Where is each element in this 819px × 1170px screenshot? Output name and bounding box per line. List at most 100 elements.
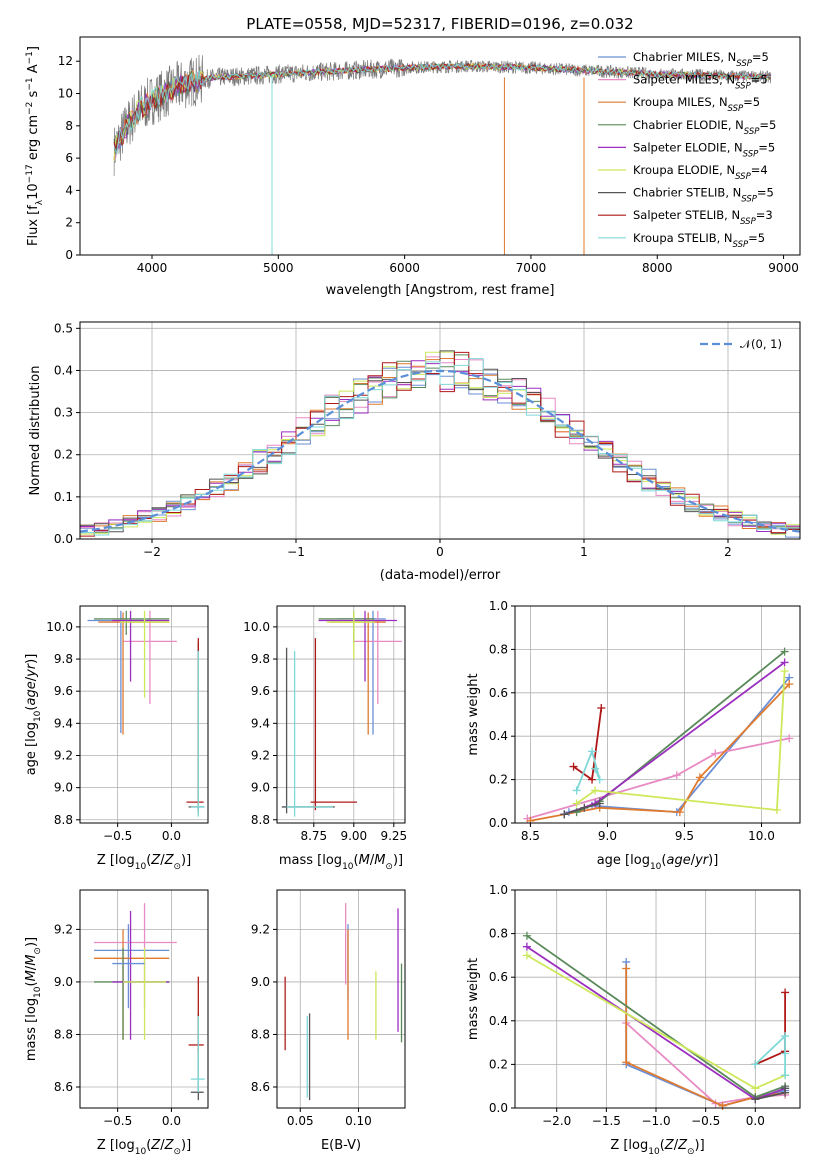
x-tick-label: 0 bbox=[436, 545, 444, 559]
x-tick-label: 5000 bbox=[263, 261, 294, 275]
axis-label-part: erg cm bbox=[26, 115, 41, 164]
weight-marker bbox=[695, 773, 704, 782]
axis-label-part: / bbox=[370, 853, 375, 868]
weight-marker bbox=[785, 734, 794, 743]
legend-main: Chabrier STELIB, N bbox=[633, 186, 741, 200]
x-tick-label: 7000 bbox=[516, 261, 547, 275]
axis-label-part: ⊙ bbox=[385, 862, 393, 872]
weight-marker bbox=[751, 1060, 760, 1069]
y-tick-label: 2 bbox=[65, 216, 73, 230]
y-tick-label: 0.3 bbox=[54, 406, 73, 420]
plot-area bbox=[522, 931, 790, 1110]
axis-label-part: ( bbox=[24, 981, 39, 986]
weight-marker bbox=[751, 1084, 760, 1093]
legend-tail: =5 bbox=[743, 95, 760, 109]
legend-entry: Kroupa MILES, NSSP=5 bbox=[633, 95, 760, 114]
x-tick-label: −0.5 bbox=[103, 829, 132, 843]
axis-label-part: )] bbox=[24, 654, 39, 664]
figure-title: PLATE=0558, MJD=52317, FIBERID=0196, z=0… bbox=[246, 15, 633, 33]
weight-marker bbox=[591, 786, 600, 795]
legend-sub: SSP bbox=[740, 217, 756, 227]
panel-mass_weight_vs_age: 8.5 9.0 9.5 10.0 0.0 0.2 0.4 0.6 0.8 1.0 age [log1… bbox=[466, 599, 801, 872]
legend-tail: =5 bbox=[752, 50, 769, 64]
axis-label-y-group: mass [log10(M/M⊙)] bbox=[24, 937, 43, 1061]
y-tick-label: 9.6 bbox=[54, 684, 73, 698]
axis-label-part: −2 bbox=[25, 102, 35, 115]
y-tick-label: 10.0 bbox=[243, 620, 270, 634]
x-tick-label: 10.0 bbox=[748, 829, 775, 843]
axes-frame bbox=[79, 605, 209, 824]
axis-label-y-group: Flux [fλ10−17 erg cm−2 s−1 A−1] bbox=[25, 46, 45, 246]
axis-label-part: M bbox=[24, 970, 39, 981]
y-tick-label: 8.6 bbox=[251, 1080, 270, 1094]
weight-marker bbox=[597, 703, 606, 712]
axis-label-part: M bbox=[374, 853, 385, 868]
y-tick-label: 0.0 bbox=[489, 1101, 508, 1115]
weight-marker bbox=[675, 808, 684, 817]
y-tick-label: 0.0 bbox=[54, 532, 73, 546]
weight-marker bbox=[569, 762, 578, 771]
weight-marker bbox=[560, 810, 569, 819]
axis-label-part: ⊙ bbox=[173, 1147, 181, 1157]
axes-frame bbox=[514, 889, 801, 1109]
axis-label-part: 10 bbox=[33, 986, 43, 998]
axis-label-part: M bbox=[24, 955, 39, 966]
axis-label-part: age bbox=[24, 681, 39, 705]
legend-entry: Salpeter MILES, NSSP=5 bbox=[633, 73, 768, 92]
legend-main: Salpeter STELIB, N bbox=[633, 208, 740, 222]
x-tick-label: 9.25 bbox=[380, 829, 407, 843]
y-tick-label: 9.8 bbox=[251, 652, 270, 666]
y-tick-label: 12 bbox=[58, 54, 73, 68]
axis-label-y: Normed distribution bbox=[28, 366, 43, 496]
axis-label-part: / bbox=[160, 853, 165, 868]
axis-label-part: Z bbox=[664, 1138, 675, 1153]
axis-label-y-group: age [log10(age/yr)] bbox=[24, 654, 43, 776]
legend-main: Kroupa MILES, N bbox=[633, 95, 728, 109]
legend-main: Salpeter ELODIE, N bbox=[633, 140, 743, 154]
weight-series-line bbox=[575, 748, 601, 791]
axis-label-part: Z bbox=[150, 1138, 161, 1153]
x-tick-label: −2.0 bbox=[542, 1114, 571, 1128]
axis-label-y: mass weight bbox=[466, 958, 481, 1040]
legend-main: Salpeter MILES, N bbox=[633, 73, 735, 87]
plot-area bbox=[284, 903, 403, 1101]
y-tick-label: 0.4 bbox=[489, 729, 508, 743]
legend-tail: =5 bbox=[748, 231, 765, 245]
axis-label-part: 10 bbox=[26, 183, 41, 200]
x-tick-label: 9000 bbox=[768, 261, 799, 275]
y-tick-label: 0.4 bbox=[54, 363, 73, 377]
weight-series-line bbox=[527, 737, 790, 820]
weight-marker bbox=[785, 680, 794, 689]
axis-label-part: / bbox=[691, 853, 696, 868]
legend-entry: Chabrier STELIB, NSSP=5 bbox=[633, 186, 774, 205]
x-tick-label: 4000 bbox=[137, 261, 168, 275]
plot-area bbox=[523, 647, 794, 825]
panels: 4000 5000 6000 7000 8000 9000024681012wavelen… bbox=[24, 36, 801, 1157]
axis-label-part: Z bbox=[164, 1138, 175, 1153]
weight-marker bbox=[622, 1058, 631, 1067]
axis-label: Flux [fλ10−17 erg cm−2 s−1 A−1] bbox=[25, 46, 45, 246]
y-tick-label: 8.6 bbox=[54, 1080, 73, 1094]
spectrum-model-line bbox=[113, 62, 771, 149]
y-tick-label: 0.2 bbox=[54, 448, 73, 462]
x-tick-label: 9.5 bbox=[675, 829, 694, 843]
x-tick-label: 0.0 bbox=[162, 829, 181, 843]
axis-label-part: Z [log bbox=[97, 853, 135, 868]
normal-curve bbox=[79, 369, 801, 533]
weight-marker bbox=[780, 658, 789, 667]
y-tick-label: 0.6 bbox=[489, 970, 508, 984]
y-tick-label: 4 bbox=[65, 183, 73, 197]
y-tick-label: 0 bbox=[65, 248, 73, 262]
legend-sub: SSP bbox=[741, 195, 757, 205]
x-tick-label: −1 bbox=[287, 545, 305, 559]
legend-tail: =5 bbox=[751, 73, 768, 87]
axis-label: 𝒩(0, 1) bbox=[740, 337, 782, 351]
axis-label-part: A bbox=[26, 64, 41, 77]
x-tick-label: 9.00 bbox=[340, 829, 367, 843]
legend-sub: SSP bbox=[744, 127, 760, 137]
axis-label-part: ⊙ bbox=[173, 862, 181, 872]
legend-main: Chabrier MILES, N bbox=[633, 50, 736, 64]
axis-label-part: yr bbox=[694, 853, 710, 868]
weight-marker bbox=[588, 775, 597, 784]
y-tick-label: 6 bbox=[65, 151, 73, 165]
